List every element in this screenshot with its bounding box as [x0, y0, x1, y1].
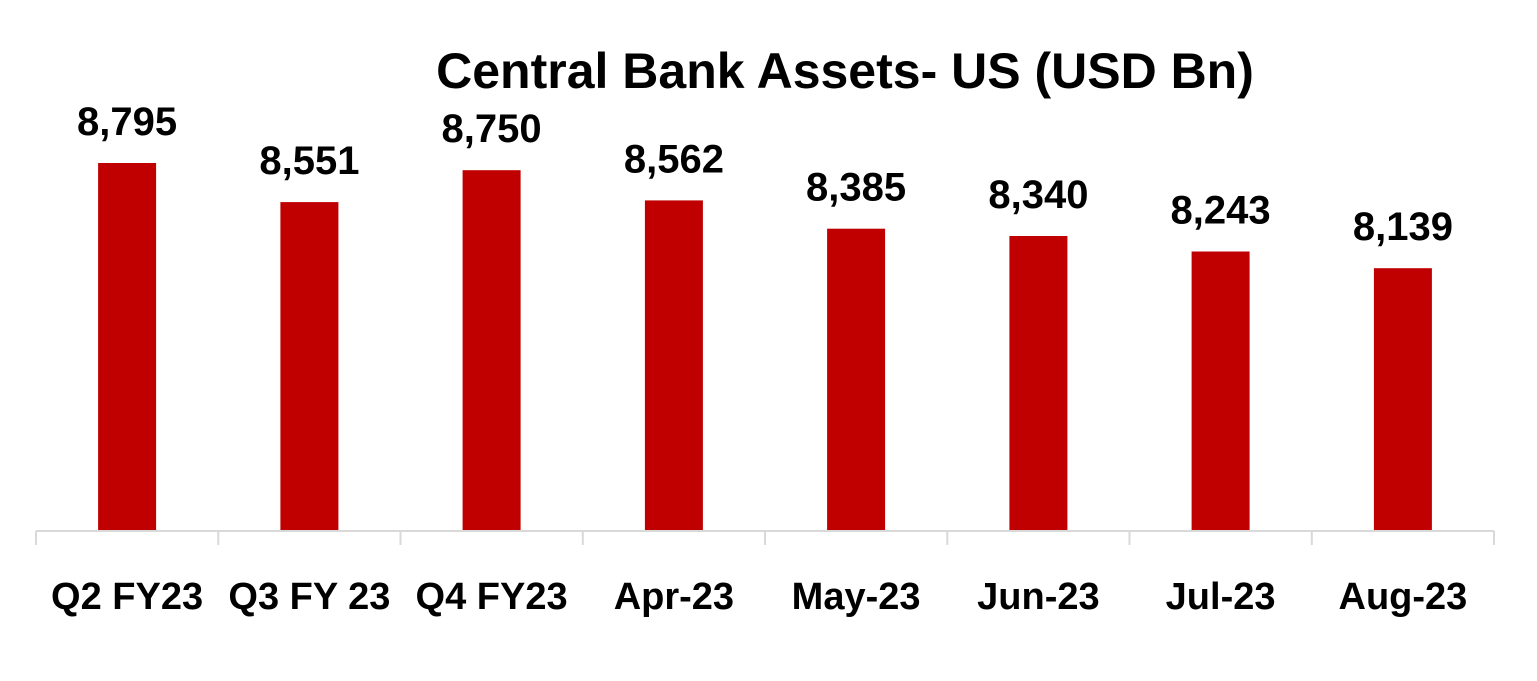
x-tick-label-3: Q4 FY23 [416, 576, 568, 618]
bar-4 [644, 200, 703, 531]
x-tick-label-2: Q3 FY 23 [228, 576, 390, 618]
bar-group [98, 163, 1432, 531]
x-tick-label-7: Jul-23 [1166, 576, 1276, 618]
bar-5 [827, 228, 886, 531]
data-label-2: 8,551 [259, 139, 359, 183]
data-label-4: 8,562 [624, 137, 724, 181]
data-label-3: 8,750 [442, 107, 542, 151]
data-label-6: 8,340 [988, 173, 1088, 217]
bar-3 [462, 170, 521, 531]
x-tick-label-6: Jun-23 [977, 576, 1099, 618]
x-tick-label-1: Q2 FY23 [51, 576, 203, 618]
bar-8 [1373, 268, 1432, 531]
data-labels: 8,795 8,551 8,750 8,562 8,385 8,340 8,243 8,139 [77, 100, 1453, 249]
data-label-5: 8,385 [806, 166, 906, 210]
chart-title: Central Bank Assets- US (USD Bn) [436, 43, 1254, 99]
data-label-1: 8,795 [77, 100, 177, 144]
x-axis [35, 530, 1495, 545]
x-tick-label-5: May-23 [792, 576, 921, 618]
data-label-7: 8,243 [1171, 189, 1271, 233]
bar-6 [1009, 236, 1068, 531]
x-tick-labels: Q2 FY23 Q3 FY 23 Q4 FY23 Apr-23 May-23 Jun-23… [51, 576, 1467, 618]
bar-7 [1191, 251, 1250, 531]
bar-1 [98, 163, 157, 531]
data-label-8: 8,139 [1353, 205, 1453, 249]
x-tick-label-4: Apr-23 [614, 576, 734, 618]
x-tick-label-8: Aug-23 [1339, 576, 1468, 618]
bar-2 [280, 202, 339, 531]
